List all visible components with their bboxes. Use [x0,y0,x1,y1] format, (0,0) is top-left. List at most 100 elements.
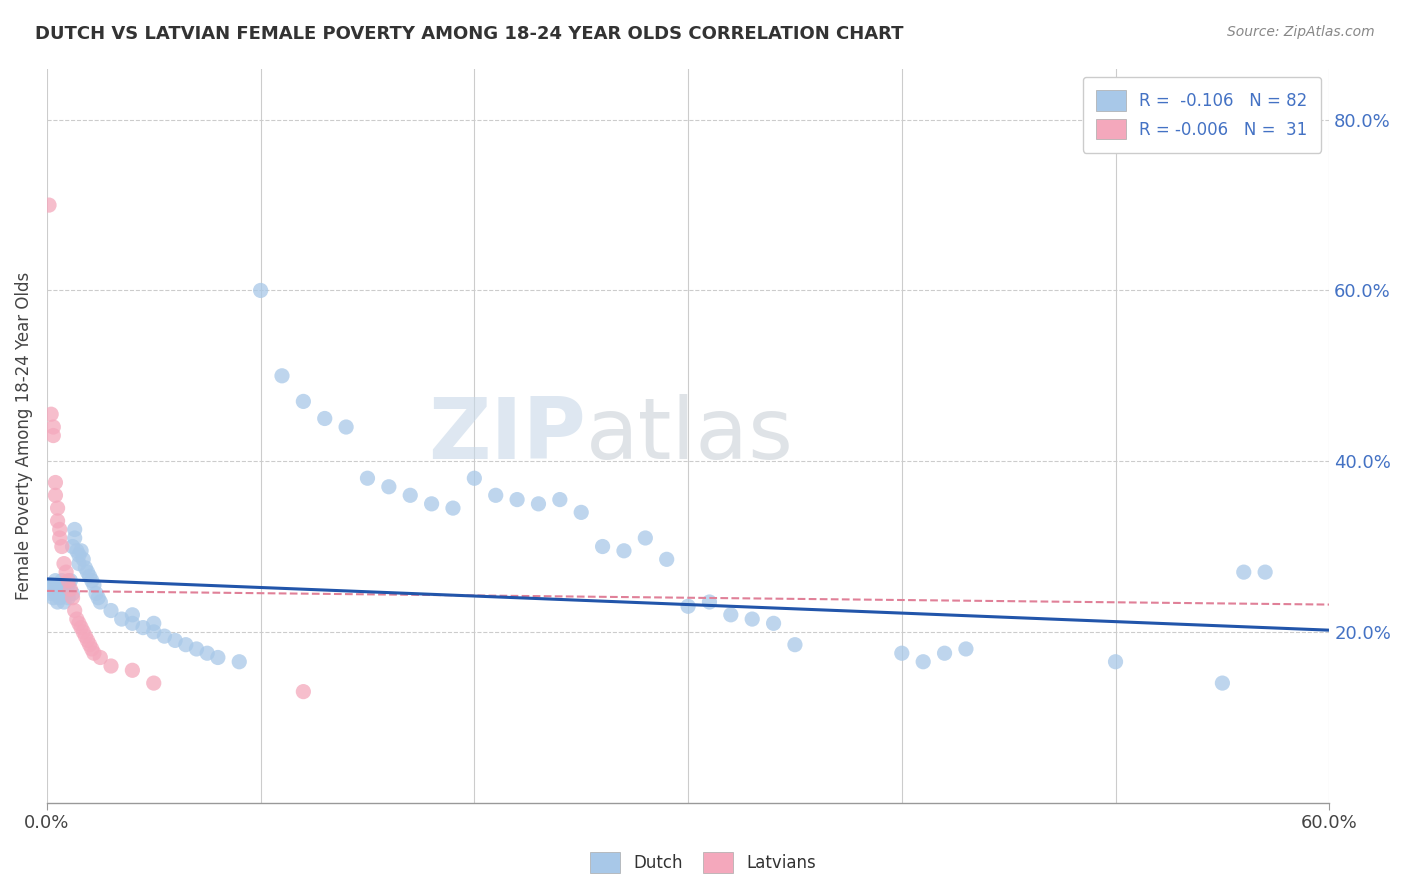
Point [955,642,977,657]
Point [142,676,165,690]
Point [1211,676,1233,690]
Point [51,574,73,588]
Point [79,638,101,652]
Point [44,475,66,490]
Point [87,591,110,605]
Point [44,586,66,600]
Point [142,624,165,639]
Point [42,420,65,434]
Point [58,591,80,605]
Point [399,488,422,502]
Point [912,655,935,669]
Point [613,543,636,558]
Text: Source: ZipAtlas.com: Source: ZipAtlas.com [1227,25,1375,39]
Point [121,607,143,622]
Point [634,531,657,545]
Point [186,642,208,657]
Text: ZIP: ZIP [427,394,585,477]
Point [80,574,103,588]
Point [58,574,80,588]
Point [39,407,62,421]
Legend: Dutch, Latvians: Dutch, Latvians [583,846,823,880]
Point [132,621,155,635]
Point [676,599,699,614]
Point [70,543,93,558]
Point [38,198,60,212]
Point [53,578,76,592]
Point [44,574,66,588]
Point [48,523,70,537]
Point [79,569,101,583]
Point [48,531,70,545]
Point [934,646,956,660]
Point [89,650,111,665]
Point [59,582,82,597]
Point [39,586,62,600]
Point [80,642,103,657]
Point [89,595,111,609]
Point [62,540,84,554]
Point [720,607,742,622]
Point [55,586,77,600]
Point [527,497,550,511]
Point [741,612,763,626]
Point [174,638,197,652]
Point [762,616,785,631]
Point [59,574,82,588]
Text: DUTCH VS LATVIAN FEMALE POVERTY AMONG 18-24 YEAR OLDS CORRELATION CHART: DUTCH VS LATVIAN FEMALE POVERTY AMONG 18… [35,25,904,43]
Point [783,638,806,652]
Point [63,523,86,537]
Point [62,586,84,600]
Text: atlas: atlas [585,394,793,477]
Point [292,684,315,698]
Point [42,428,65,442]
Point [83,578,105,592]
Point [420,497,443,511]
Point [67,557,90,571]
Point [75,561,97,575]
Point [121,616,143,631]
Point [441,501,464,516]
Point [228,655,250,669]
Point [42,578,65,592]
Point [46,582,69,597]
Point [314,411,336,425]
Point [271,368,294,383]
Point [111,612,134,626]
Point [62,591,84,605]
Point [39,578,62,592]
Point [485,488,508,502]
Point [195,646,218,660]
Point [55,565,77,579]
Y-axis label: Female Poverty Among 18-24 Year Olds: Female Poverty Among 18-24 Year Olds [15,271,32,599]
Point [53,557,76,571]
Point [165,633,187,648]
Point [44,488,66,502]
Point [51,586,73,600]
Point [53,595,76,609]
Point [63,603,86,617]
Point [292,394,315,409]
Point [1233,565,1256,579]
Point [51,540,73,554]
Point [100,603,122,617]
Point [569,505,592,519]
Point [67,548,90,562]
Point [356,471,378,485]
Point [592,540,614,554]
Point [83,646,105,660]
Point [48,591,70,605]
Point [121,663,143,677]
Point [46,514,69,528]
Point [463,471,485,485]
Point [76,565,98,579]
Point [890,646,912,660]
Point [76,633,98,648]
Point [1104,655,1126,669]
Point [66,543,89,558]
Point [699,595,721,609]
Point [72,552,94,566]
Point [66,612,89,626]
Point [46,595,69,609]
Point [207,650,229,665]
